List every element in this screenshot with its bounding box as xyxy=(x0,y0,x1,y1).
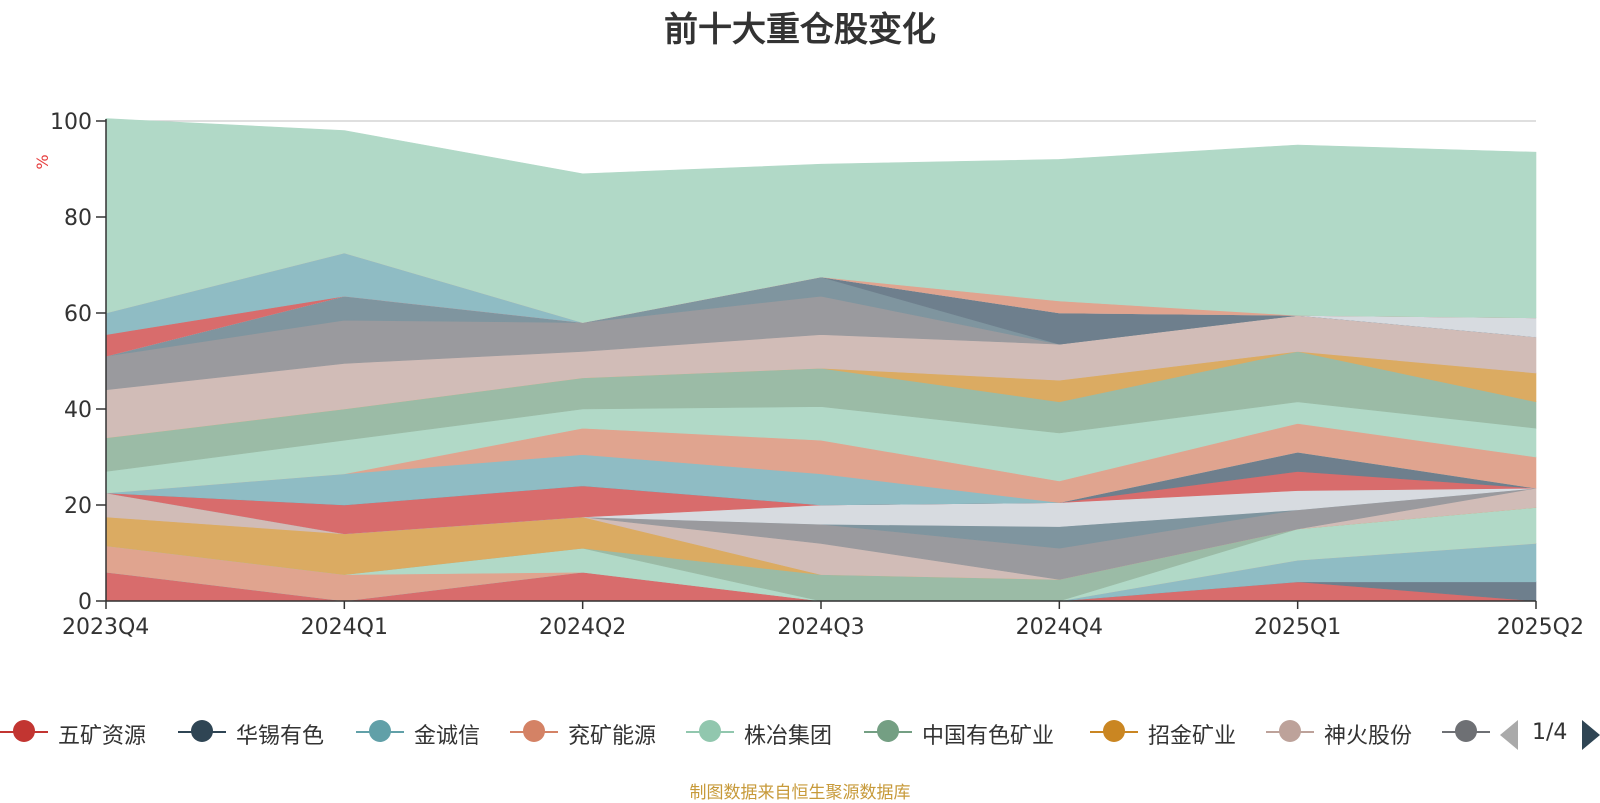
legend-next-page-button[interactable] xyxy=(1582,720,1600,750)
legend-item[interactable]: 株冶集团 xyxy=(686,712,856,752)
legend-label: 中国有色矿业 xyxy=(922,724,1055,749)
x-tick-label: 2024Q1 xyxy=(301,615,388,640)
legend-item[interactable]: 中国有色矿业 xyxy=(864,712,1054,752)
legend-circle-marker xyxy=(877,720,899,742)
legend-circle-marker xyxy=(13,720,35,742)
x-tick-label: 2024Q4 xyxy=(1016,615,1103,640)
x-tick-label: 2025Q1 xyxy=(1254,615,1341,640)
legend-item[interactable] xyxy=(1442,712,1492,752)
legend-circle-marker xyxy=(523,720,545,742)
axes: 0 20 40 60 80 100 2023Q4 2024Q1 2024Q2 2024Q3 2024… xyxy=(50,110,1584,640)
legend-label: 招金矿业 xyxy=(1148,724,1237,749)
legend: 五矿资源 华锡有色 金诚信 兖矿能源 株冶集团 中国有色矿业 招金矿业 神火股份 xyxy=(0,712,1600,752)
source-note: 制图数据来自恒生聚源数据库 xyxy=(689,783,911,803)
legend-item[interactable]: 金诚信 xyxy=(356,712,526,752)
legend-label: 神火股份 xyxy=(1324,724,1413,749)
legend-prev-page-button[interactable] xyxy=(1500,720,1518,750)
y-tick-label: 40 xyxy=(64,398,92,423)
legend-item[interactable]: 招金矿业 xyxy=(1090,712,1260,752)
legend-label: 株冶集团 xyxy=(744,724,833,749)
y-tick-label: 80 xyxy=(64,206,92,231)
legend-item[interactable]: 神火股份 xyxy=(1266,712,1436,752)
legend-label: 金诚信 xyxy=(414,724,481,749)
y-tick-label: 100 xyxy=(50,110,92,135)
y-tick-label: 60 xyxy=(64,302,92,327)
x-tick-label: 2023Q4 xyxy=(62,615,149,640)
legend-circle-marker xyxy=(1279,720,1301,742)
area-series-layer xyxy=(105,118,1537,602)
y-tick-label: 0 xyxy=(78,590,92,615)
legend-circle-marker xyxy=(1103,720,1125,742)
legend-item[interactable]: 五矿资源 xyxy=(0,712,170,752)
legend-item[interactable]: 华锡有色 xyxy=(178,712,348,752)
stacked-area-chart: 0 20 40 60 80 100 2023Q4 2024Q1 2024Q2 2024Q3 2024… xyxy=(33,110,1584,640)
legend-label: 华锡有色 xyxy=(236,724,325,749)
y-axis-unit-label: % xyxy=(33,154,52,169)
y-tick-label: 20 xyxy=(64,494,92,519)
legend-circle-marker xyxy=(699,720,721,742)
legend-circle-marker xyxy=(369,720,391,742)
legend-label: 五矿资源 xyxy=(58,724,147,749)
legend-item[interactable]: 兖矿能源 xyxy=(510,712,680,752)
x-tick-label: 2024Q2 xyxy=(539,615,626,640)
x-tick-label: 2025Q2 xyxy=(1497,615,1584,640)
legend-circle-marker xyxy=(191,720,213,742)
legend-page-indicator: 1/4 xyxy=(1532,720,1568,745)
area-series xyxy=(105,118,1537,323)
chart-title: 前十大重仓股变化 xyxy=(664,10,936,50)
x-tick-label: 2024Q3 xyxy=(777,615,864,640)
legend-label: 兖矿能源 xyxy=(568,724,657,749)
legend-circle-marker xyxy=(1455,720,1477,742)
